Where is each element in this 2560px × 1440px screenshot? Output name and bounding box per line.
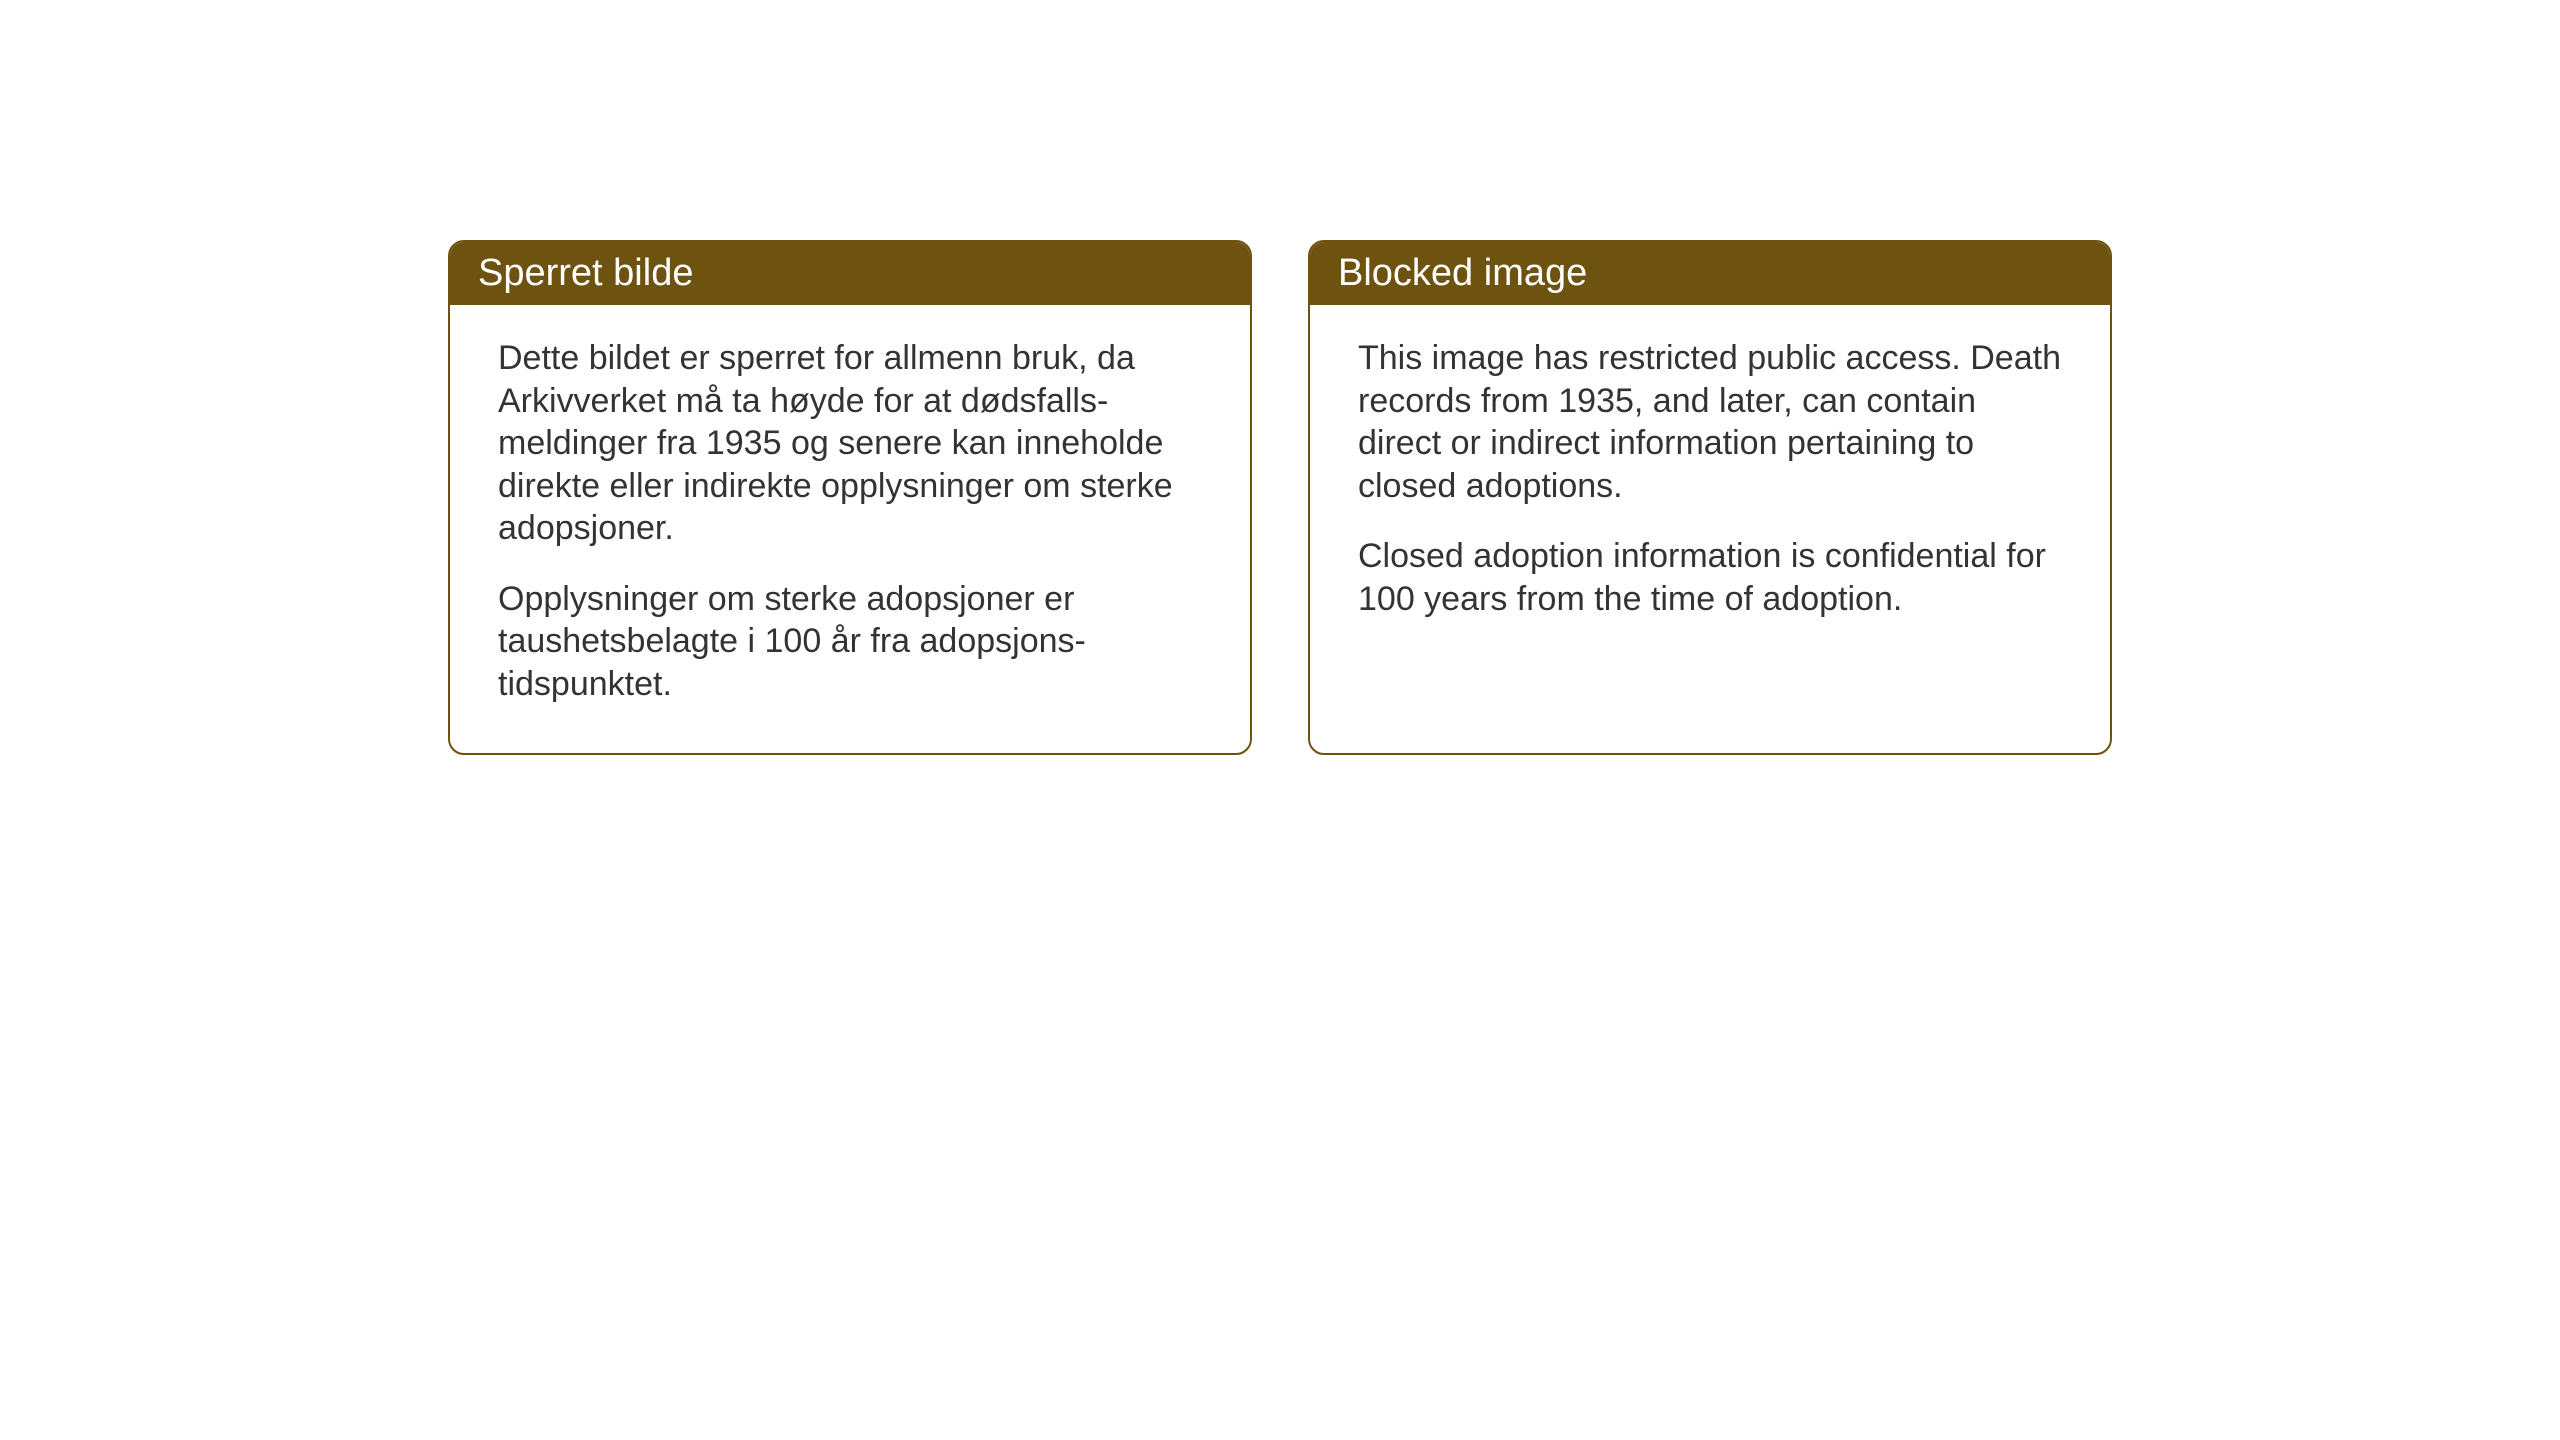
card-body-english: This image has restricted public access.… xyxy=(1310,305,2110,668)
card-paragraph1-english: This image has restricted public access.… xyxy=(1358,337,2062,507)
notice-card-norwegian: Sperret bilde Dette bildet er sperret fo… xyxy=(448,240,1252,755)
card-paragraph1-norwegian: Dette bildet er sperret for allmenn bruk… xyxy=(498,337,1202,550)
card-paragraph2-english: Closed adoption information is confident… xyxy=(1358,535,2062,620)
card-paragraph2-norwegian: Opplysninger om sterke adopsjoner er tau… xyxy=(498,578,1202,706)
card-header-norwegian: Sperret bilde xyxy=(450,242,1250,305)
card-title-english: Blocked image xyxy=(1338,252,1587,294)
card-title-norwegian: Sperret bilde xyxy=(478,252,693,294)
notice-container: Sperret bilde Dette bildet er sperret fo… xyxy=(448,240,2112,755)
notice-card-english: Blocked image This image has restricted … xyxy=(1308,240,2112,755)
card-body-norwegian: Dette bildet er sperret for allmenn bruk… xyxy=(450,305,1250,753)
card-header-english: Blocked image xyxy=(1310,242,2110,305)
